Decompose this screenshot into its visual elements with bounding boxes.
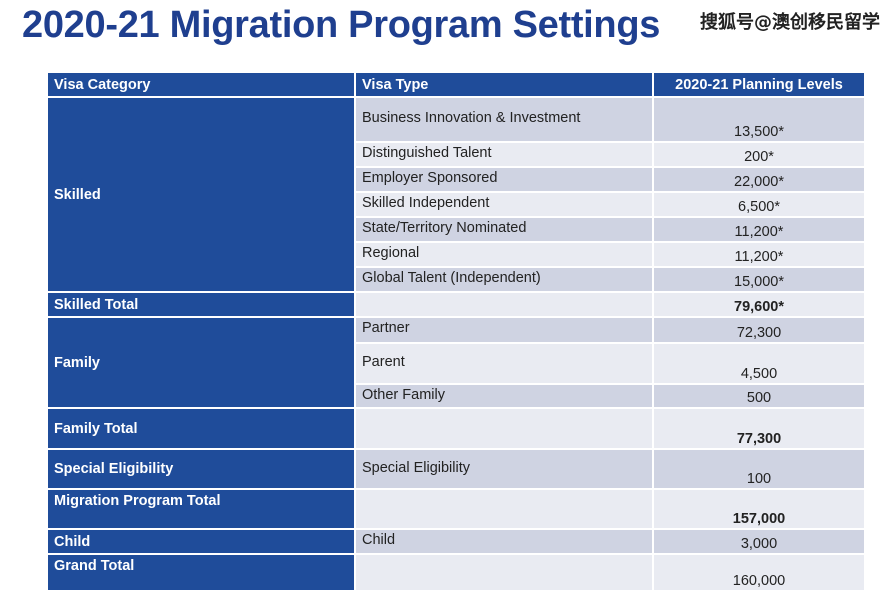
visa-type: Business Innovation & Investment [356, 98, 652, 141]
category-family: Family [48, 318, 354, 407]
planning-level: 100 [654, 450, 864, 488]
planning-level: 6,500* [654, 193, 864, 216]
table-row: Family Partner 72,300 [48, 318, 864, 407]
table-row: State/Territory Nominated 11,200* [48, 218, 864, 241]
planning-level: 11,200* [654, 218, 864, 241]
visa-type: Partner [356, 318, 652, 342]
header-visa-category: Visa Category [48, 73, 354, 96]
visa-type [356, 293, 652, 316]
page-title: 2020-21 Migration Program Settings [22, 4, 661, 46]
planning-level: 157,000 [654, 490, 864, 528]
table-row-program-total: Migration Program Total 157,000 [48, 490, 864, 528]
migration-program-table: Visa Category Visa Type 2020-21 Planning… [46, 71, 866, 592]
planning-level: 79,600* [654, 293, 864, 316]
table-row: Skilled Independent 6,500* [48, 193, 864, 216]
visa-type: Parent [356, 344, 652, 383]
planning-level: 3,000 [654, 530, 864, 553]
table-row: Regional 11,200* [48, 243, 864, 266]
visa-type [356, 555, 652, 590]
table-row: Employer Sponsored 22,000* [48, 168, 864, 191]
planning-level: 72,300 [654, 318, 864, 342]
table-row-skilled-total: Skilled Total 79,600* [48, 293, 864, 316]
watermark: 搜狐号@澳创移民留学 [700, 12, 880, 33]
visa-type: Distinguished Talent [356, 143, 652, 166]
category-skilled: Skilled [48, 98, 354, 291]
planning-level: 160,000 [654, 555, 864, 590]
table-row: Special Eligibility Special Eligibility … [48, 450, 864, 488]
table-row: Other Family 500 [48, 385, 864, 407]
visa-type [356, 490, 652, 528]
category-family-total: Family Total [48, 409, 354, 448]
visa-type: Child [356, 530, 652, 553]
visa-type: Skilled Independent [356, 193, 652, 216]
table-row: Parent 4,500 [48, 344, 864, 383]
table-header: Visa Category Visa Type 2020-21 Planning… [48, 73, 864, 96]
planning-level: 11,200* [654, 243, 864, 266]
visa-type: State/Territory Nominated [356, 218, 652, 241]
table-row-grand-total: Grand Total 160,000 [48, 555, 864, 590]
visa-type: Special Eligibility [356, 450, 652, 488]
planning-level: 77,300 [654, 409, 864, 448]
header-visa-type: Visa Type [356, 73, 652, 96]
table-row: Global Talent (Independent) 15,000* [48, 268, 864, 291]
category-skilled-total: Skilled Total [48, 293, 354, 316]
header-planning-levels: 2020-21 Planning Levels [654, 73, 864, 96]
category-grand-total: Grand Total [48, 555, 354, 590]
planning-level: 15,000* [654, 268, 864, 291]
visa-type: Other Family [356, 385, 652, 407]
category-special-eligibility: Special Eligibility [48, 450, 354, 488]
planning-level: 22,000* [654, 168, 864, 191]
visa-type [356, 409, 652, 448]
table-row: Distinguished Talent 200* [48, 143, 864, 166]
table-row-family-total: Family Total 77,300 [48, 409, 864, 448]
table-row: Child Child 3,000 [48, 530, 864, 553]
planning-level: 200* [654, 143, 864, 166]
planning-level: 500 [654, 385, 864, 407]
table-row: Skilled Business Innovation & Investment… [48, 98, 864, 291]
visa-type: Employer Sponsored [356, 168, 652, 191]
planning-level: 4,500 [654, 344, 864, 383]
visa-type: Regional [356, 243, 652, 266]
planning-level: 13,500* [654, 98, 864, 141]
category-migration-program-total: Migration Program Total [48, 490, 354, 528]
visa-type: Global Talent (Independent) [356, 268, 652, 291]
category-child: Child [48, 530, 354, 553]
